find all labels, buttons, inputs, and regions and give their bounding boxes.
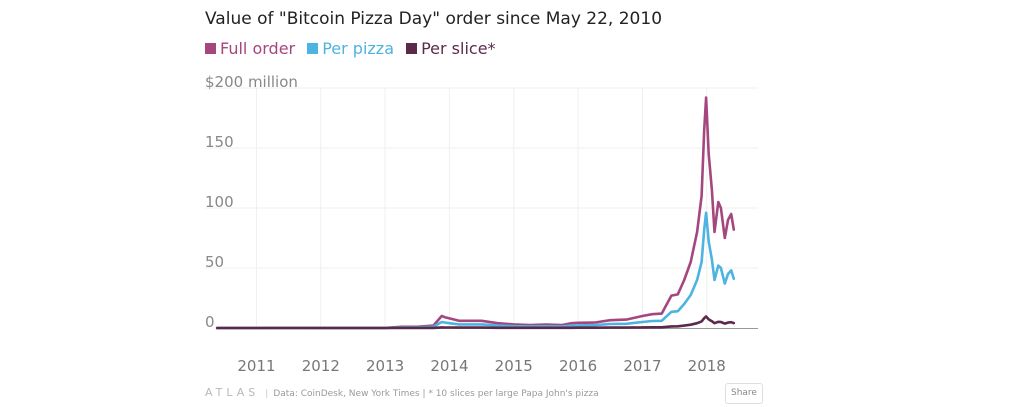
y-tick-label: 50 (205, 253, 224, 271)
legend-swatch-full-order (205, 43, 216, 54)
atlas-logo: ATLAS (205, 386, 260, 399)
legend-item-full-order[interactable]: Full order (205, 39, 295, 58)
x-tick-label: 2011 (237, 357, 275, 375)
source-note: Data: CoinDesk, New York Times | * 10 sl… (273, 389, 599, 399)
series-line-2 (215, 211, 736, 330)
x-tick-label: 2017 (623, 357, 661, 375)
y-tick-label: 0 (205, 313, 215, 331)
x-tick-label: 2013 (366, 357, 404, 375)
legend-label-per-slice: Per slice* (421, 39, 496, 58)
legend-swatch-per-slice (406, 43, 418, 54)
legend-label-per-pizza: Per pizza (322, 39, 394, 58)
y-tick-label: 150 (205, 133, 234, 151)
chart-title: Value of "Bitcoin Pizza Day" order since… (205, 9, 663, 29)
x-tick-label: 2018 (688, 357, 726, 375)
legend-swatch-per-pizza (307, 43, 319, 54)
y-tick-label: 100 (205, 193, 234, 211)
legend-item-per-pizza[interactable]: Per pizza (307, 39, 394, 58)
legend-label-full-order: Full order (220, 39, 296, 58)
x-tick-label: 2014 (430, 357, 468, 375)
footer: ATLAS | Data: CoinDesk, New York Times | *… (205, 386, 599, 399)
legend: Full order Per pizza Per slice* (205, 39, 503, 58)
legend-item-per-slice[interactable]: Per slice* (406, 39, 496, 58)
footer-separator: | (265, 389, 269, 399)
x-tick-label: 2016 (559, 357, 597, 375)
x-tick-label: 2015 (495, 357, 533, 375)
y-tick-label: $200 million (205, 73, 298, 91)
x-tick-label: 2012 (302, 357, 340, 375)
share-button[interactable]: Share (725, 383, 763, 404)
series-line-1 (215, 96, 736, 330)
series-line-3 (215, 315, 736, 330)
